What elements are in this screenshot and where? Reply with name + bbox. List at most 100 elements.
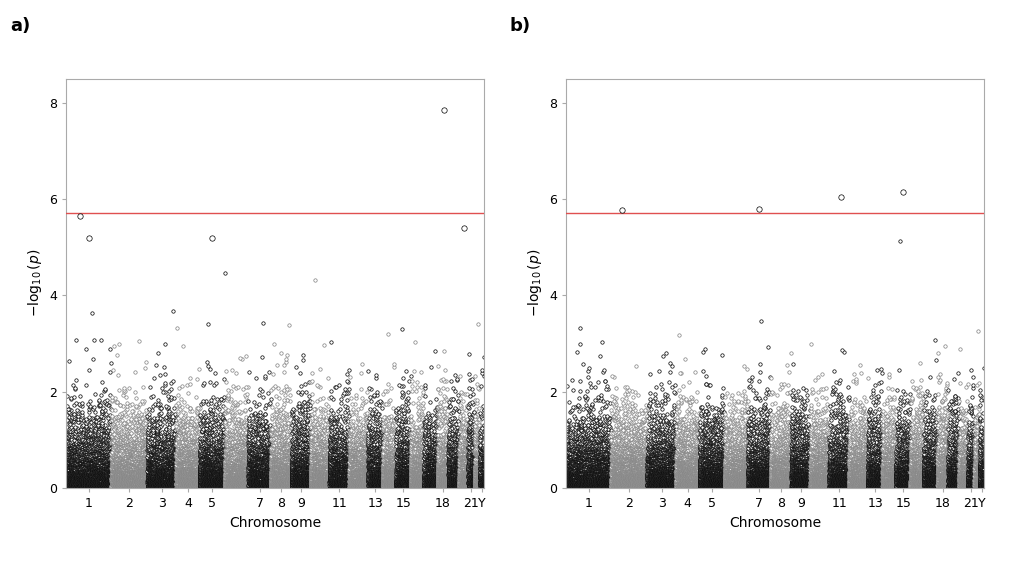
Point (701, 480, 717, 489)
Point (848, 482, 864, 491)
Point (763, 462, 780, 471)
Point (127, 483, 144, 492)
Point (860, 465, 876, 474)
Point (225, 465, 242, 474)
Point (912, 448, 928, 457)
Point (377, 476, 393, 485)
Point (603, 471, 620, 480)
Point (312, 472, 328, 481)
Point (175, 462, 192, 471)
Point (462, 477, 478, 486)
Point (330, 461, 346, 470)
Point (767, 482, 784, 491)
Point (620, 466, 636, 475)
Point (780, 476, 796, 485)
Point (799, 477, 815, 486)
Point (730, 456, 746, 465)
Point (72, 477, 89, 486)
Point (740, 441, 756, 450)
Point (344, 465, 361, 474)
Point (98, 454, 114, 463)
Point (805, 454, 821, 463)
Point (965, 475, 981, 484)
Point (783, 480, 799, 489)
Point (638, 481, 654, 490)
Point (170, 439, 186, 448)
Point (572, 465, 588, 473)
Point (167, 481, 183, 490)
Point (199, 466, 215, 475)
Point (801, 428, 817, 437)
Point (655, 413, 672, 422)
Point (967, 480, 983, 489)
Point (825, 456, 842, 465)
Point (184, 484, 201, 493)
Point (774, 431, 791, 440)
Point (396, 451, 413, 460)
Point (203, 462, 219, 471)
Point (89, 412, 105, 421)
Point (426, 481, 442, 490)
Point (310, 477, 326, 486)
Point (683, 472, 699, 481)
Point (580, 476, 596, 485)
Point (923, 476, 940, 485)
Point (262, 456, 278, 465)
Point (216, 470, 232, 479)
Point (343, 484, 360, 493)
Point (922, 458, 938, 467)
Point (671, 477, 687, 486)
Point (182, 416, 199, 425)
Point (951, 468, 967, 477)
Point (174, 471, 191, 480)
Point (678, 468, 694, 477)
Point (574, 468, 590, 477)
Point (92, 468, 108, 477)
Point (679, 456, 695, 465)
Point (162, 480, 178, 489)
Point (821, 477, 838, 486)
Point (889, 478, 905, 487)
Point (964, 481, 980, 490)
Point (944, 475, 960, 484)
Point (91, 470, 107, 479)
Point (252, 443, 268, 452)
Point (691, 483, 707, 492)
Point (795, 475, 811, 484)
Point (421, 468, 437, 477)
Point (688, 473, 704, 482)
Point (427, 456, 443, 465)
Point (189, 476, 205, 485)
Point (465, 468, 481, 477)
Point (112, 477, 128, 486)
Point (790, 473, 806, 482)
Point (853, 477, 869, 486)
Point (963, 477, 979, 486)
Point (897, 470, 913, 479)
Point (388, 483, 405, 492)
Point (146, 468, 162, 477)
Point (850, 475, 866, 484)
Point (87, 460, 103, 469)
Point (915, 473, 931, 482)
Point (179, 468, 196, 477)
Point (732, 481, 748, 490)
Point (919, 448, 935, 457)
Point (590, 456, 606, 465)
Point (436, 440, 452, 449)
Point (671, 477, 687, 486)
Point (260, 482, 276, 491)
Point (718, 481, 735, 490)
Point (262, 479, 278, 488)
Point (213, 481, 229, 490)
Point (891, 483, 907, 492)
Point (579, 483, 595, 492)
Point (596, 470, 612, 479)
Point (138, 482, 154, 491)
Point (325, 449, 341, 458)
Point (654, 457, 671, 466)
Point (690, 432, 706, 441)
Point (662, 463, 679, 472)
Point (87, 481, 103, 490)
Point (746, 459, 762, 468)
